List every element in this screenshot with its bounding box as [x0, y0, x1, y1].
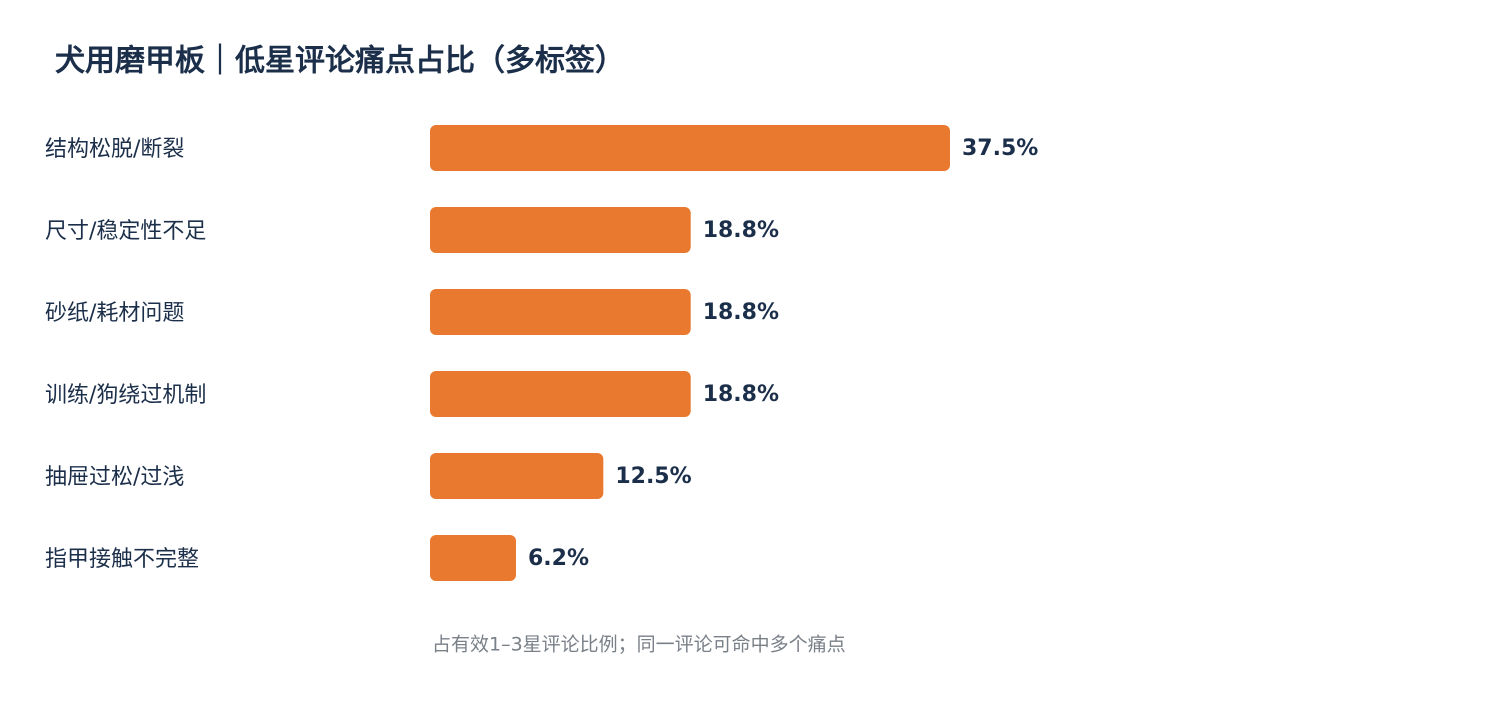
category-label: 尺寸/稳定性不足	[45, 219, 206, 244]
bar	[430, 535, 516, 581]
category-label: 抽屉过松/过浅	[45, 465, 184, 490]
value-label: 37.5%	[962, 136, 1038, 161]
value-label: 6.2%	[528, 546, 589, 571]
value-label: 18.8%	[703, 382, 779, 407]
bar	[430, 289, 691, 335]
bar	[430, 207, 691, 253]
value-label: 18.8%	[703, 300, 779, 325]
value-label: 12.5%	[615, 464, 691, 489]
category-label: 砂纸/耗材问题	[45, 301, 184, 326]
bar	[430, 453, 604, 499]
chart-title: 犬用磨甲板｜低星评论痛点占比（多标签）	[55, 44, 625, 79]
footnote: 占有效1–3星评论比例；同一评论可命中多个痛点	[432, 634, 846, 656]
category-label: 训练/狗绕过机制	[45, 383, 206, 408]
bar	[430, 125, 950, 171]
category-label: 指甲接触不完整	[45, 547, 199, 572]
value-label: 18.8%	[703, 218, 779, 243]
bar	[430, 371, 691, 417]
category-label: 结构松脱/断裂	[45, 137, 184, 162]
